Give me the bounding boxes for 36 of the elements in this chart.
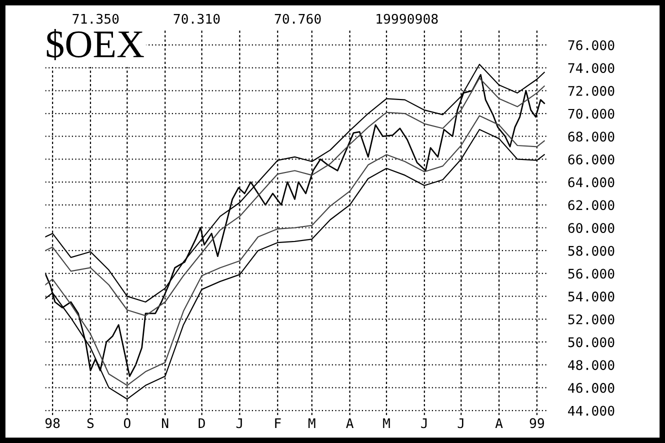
y-tick-label: 50.000 bbox=[568, 337, 614, 348]
y-tick-label: 48.000 bbox=[568, 360, 614, 370]
x-tick-label: J bbox=[236, 418, 242, 428]
x-tick-label: N bbox=[162, 418, 168, 428]
y-tick-label: 70.000 bbox=[568, 108, 614, 119]
x-tick-label: S bbox=[87, 418, 94, 428]
x-tick-label: M bbox=[308, 418, 316, 428]
text: 71.350 bbox=[72, 14, 119, 24]
x-tick-label: A bbox=[346, 418, 354, 428]
y-tick-label: 66.000 bbox=[568, 154, 614, 164]
x-tick-label: A bbox=[495, 418, 503, 428]
x-tick-label: 98 bbox=[45, 418, 60, 428]
x-tick-label: O bbox=[124, 418, 130, 428]
y-tick-label: 58.000 bbox=[568, 246, 614, 256]
y-tick-label: 54.000 bbox=[568, 292, 614, 302]
y-tick-label: 44.000 bbox=[568, 406, 614, 416]
y-tick-label: 60.000 bbox=[568, 223, 614, 233]
x-tick-label: J bbox=[421, 418, 427, 428]
text: 70.760 bbox=[274, 14, 321, 24]
y-tick-label: 74.000 bbox=[568, 63, 614, 74]
y-tick-label: 68.000 bbox=[568, 132, 614, 142]
y-tick-label: 72.000 bbox=[568, 86, 614, 96]
x-tick-label: F bbox=[275, 418, 281, 428]
x-tick-label: D bbox=[198, 418, 205, 428]
y-tick-label: 46.000 bbox=[568, 382, 614, 393]
y-tick-label: 64.000 bbox=[568, 177, 614, 188]
chart-title: $OEX bbox=[46, 28, 144, 60]
y-tick-label: 62.000 bbox=[568, 200, 614, 210]
x-tick-label: J bbox=[458, 418, 464, 428]
x-tick-label: M bbox=[383, 418, 390, 428]
x-tick-label: 99 bbox=[530, 418, 544, 428]
text: 19990908 bbox=[376, 14, 438, 24]
y-tick-label: 76.000 bbox=[568, 40, 614, 50]
text: 70.310 bbox=[174, 14, 220, 24]
y-tick-label: 56.000 bbox=[568, 268, 614, 279]
y-tick-label: 52.000 bbox=[568, 314, 614, 324]
